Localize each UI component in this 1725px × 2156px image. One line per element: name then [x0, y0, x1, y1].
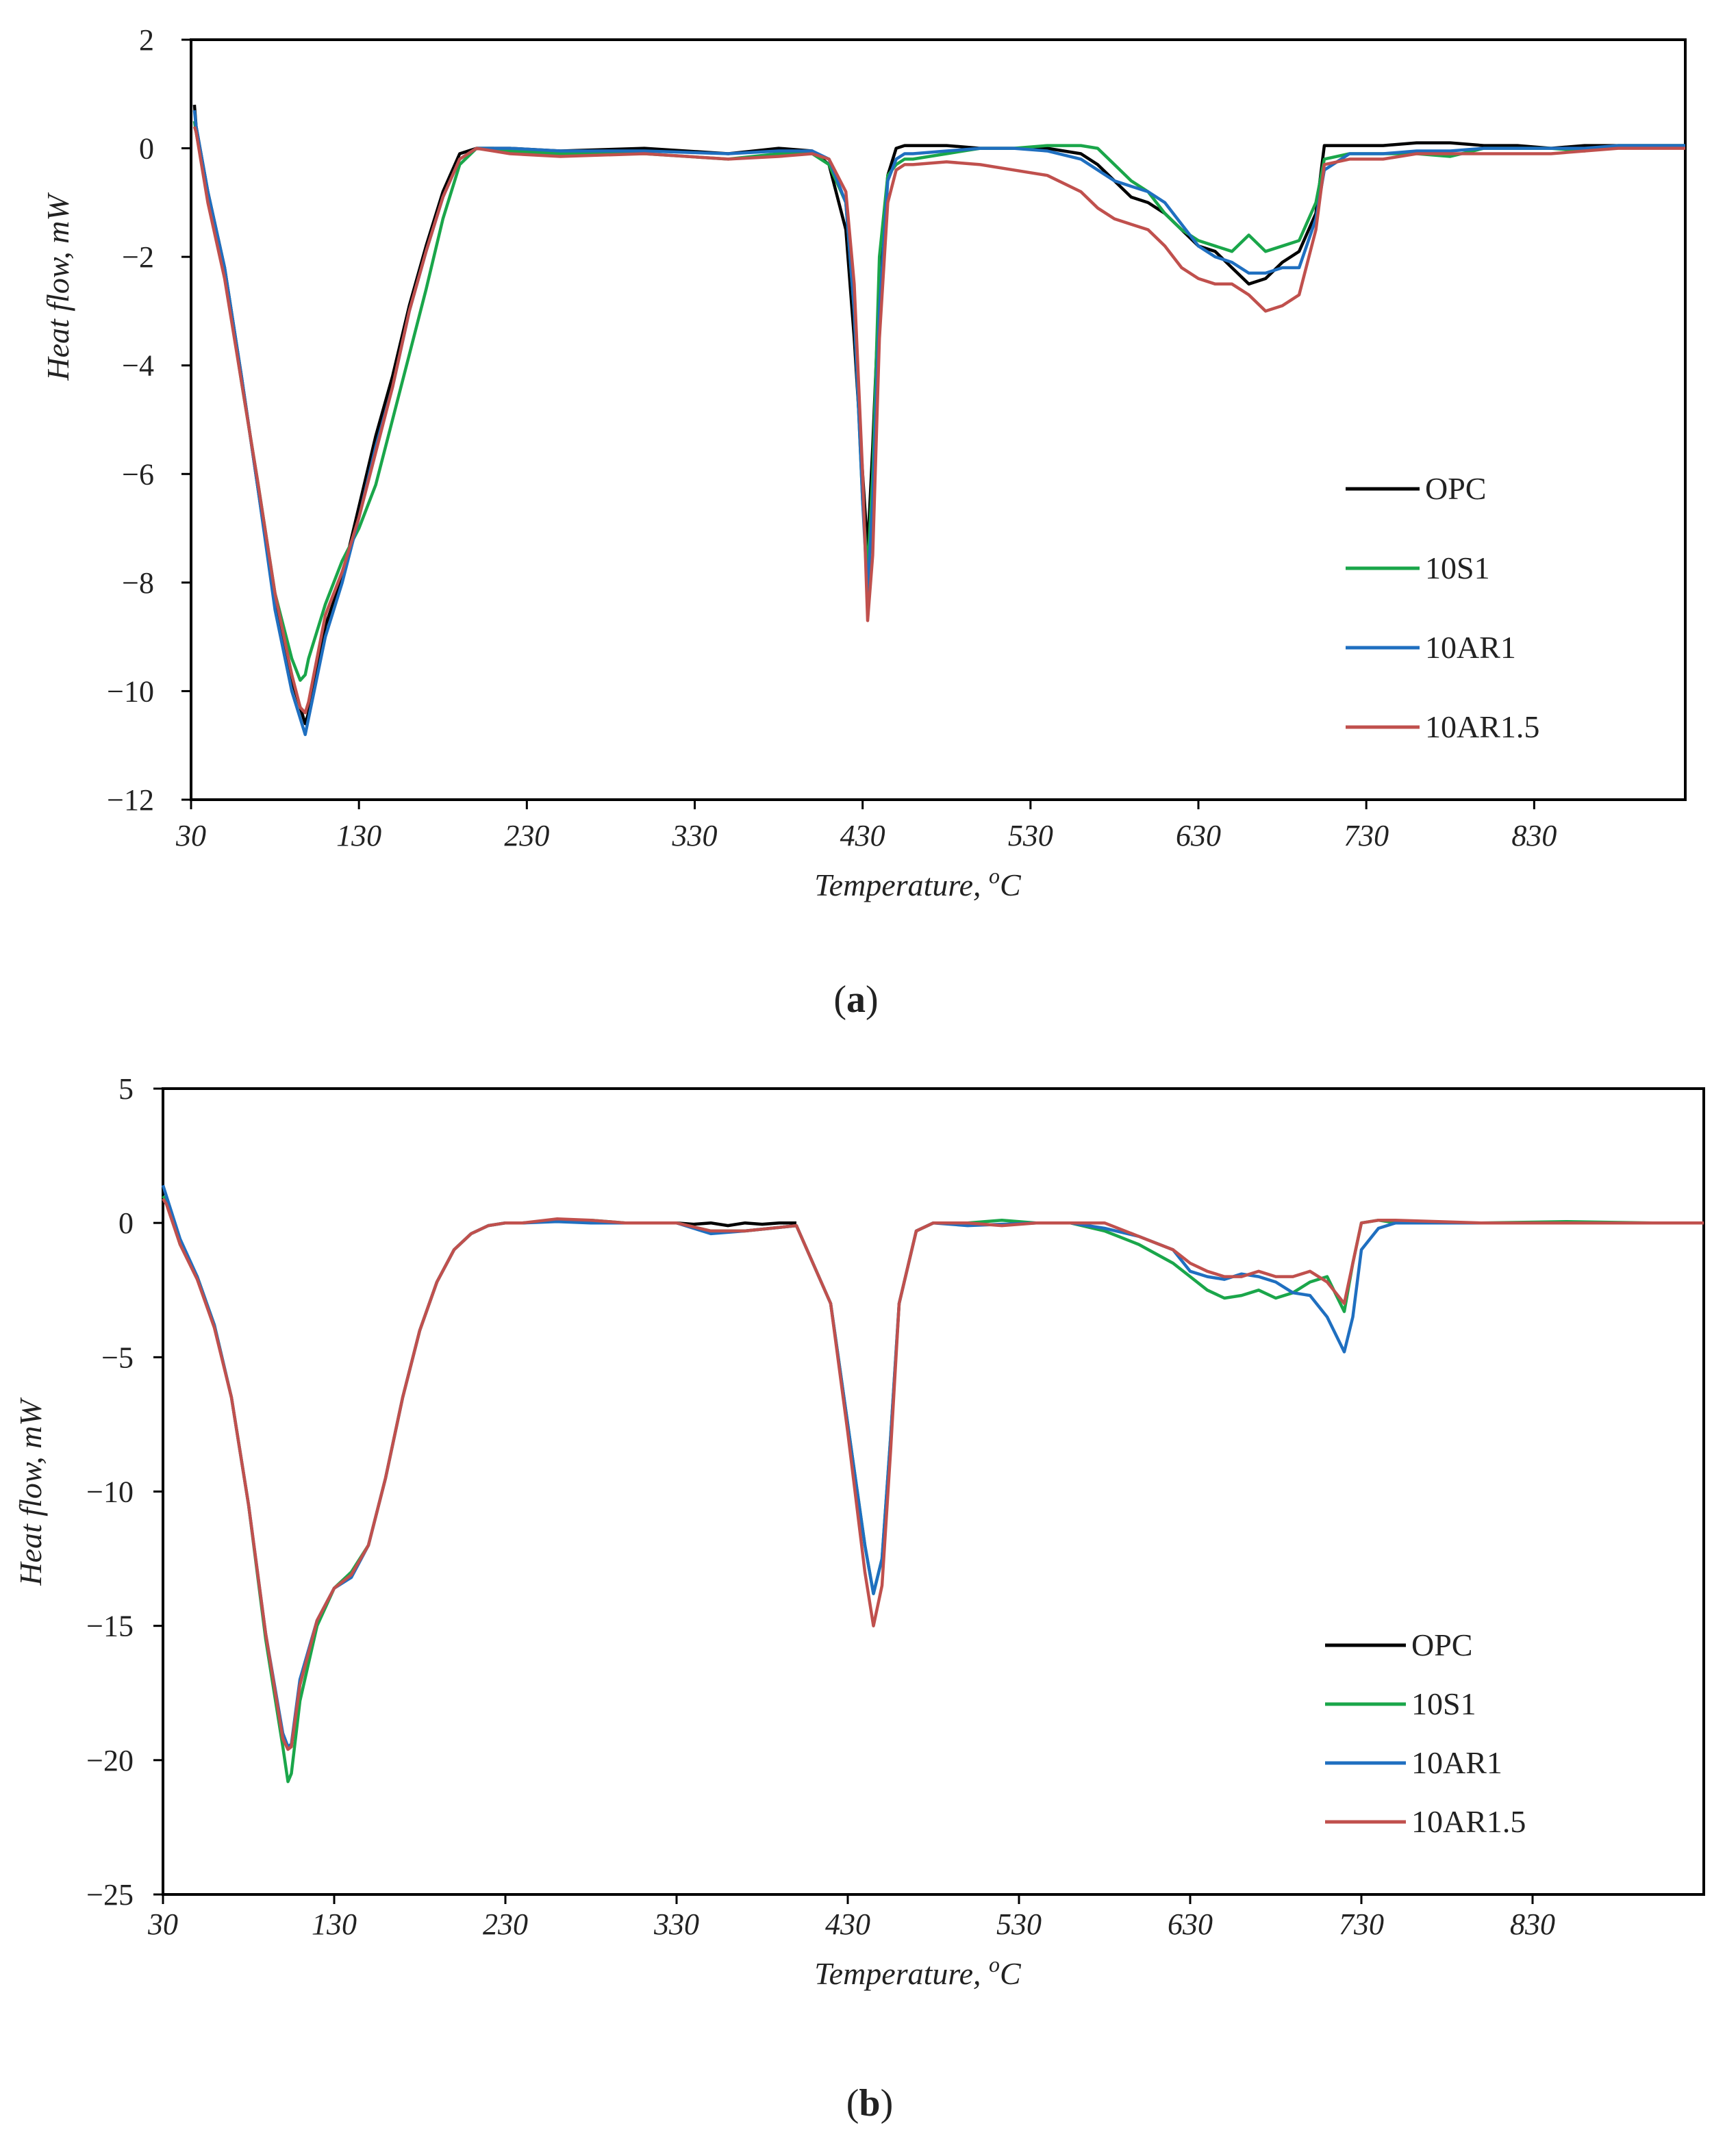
y-tick-label: 0 [139, 132, 154, 166]
legend-a: OPC 10S1 10AR1 10AR1.5 [1346, 471, 1539, 744]
series-line-OPC [676, 1221, 796, 1228]
x-tick-label: 830 [1510, 1907, 1555, 1941]
y-axis-label-b: Heat flow, mW [13, 1397, 48, 1586]
x-tick-label: 330 [672, 819, 718, 852]
x-tick-label: 430 [825, 1907, 870, 1941]
legend-label-OPC: OPC [1425, 471, 1486, 506]
x-tick-label: 230 [483, 1907, 528, 1941]
x-tick-label: 530 [1008, 819, 1053, 852]
plot-frame-a [190, 38, 1687, 801]
x-tick-label: 830 [1511, 819, 1557, 852]
x-axis-label-a: Temperature, oC [814, 863, 1022, 902]
series-line-10AR1 [161, 1184, 1704, 1749]
x-tick-label: 730 [1344, 819, 1389, 852]
x-tick-label: 630 [1176, 819, 1221, 852]
legend-label-10AR1.5: 10AR1.5 [1425, 709, 1539, 744]
legend-label-10AR1: 10AR1 [1411, 1745, 1502, 1780]
y-tick-label: −12 [107, 783, 154, 817]
chart-a-svg: 2 0 −2 −4 −6 −8 −10 −12 30 130 230 330 430 530 630 730… [40, 23, 1687, 1021]
y-tick-label: 2 [139, 23, 154, 57]
y-tick-label: −2 [122, 240, 154, 274]
x-tick-label: 130 [312, 1907, 357, 1941]
x-tick-label: 330 [653, 1907, 699, 1941]
series-line-10AR1.5 [192, 126, 1685, 715]
x-tick-label: 630 [1168, 1907, 1213, 1941]
y-tick-label: −4 [122, 349, 154, 383]
x-tick-label: 30 [147, 1907, 178, 1941]
legend-label-10S1: 10S1 [1411, 1686, 1476, 1721]
legend-label-10S1: 10S1 [1425, 550, 1490, 585]
legend-label-OPC: OPC [1411, 1627, 1472, 1662]
chart-panel-a: 2 0 −2 −4 −6 −8 −10 −12 30 130 230 330 430 530 630 730… [0, 0, 1725, 1068]
series-line-10AR1.5 [162, 1197, 1704, 1751]
y-tick-label: −20 [86, 1744, 134, 1777]
panel-caption-b: (b) [846, 2082, 893, 2125]
y-tick-label: −6 [122, 457, 154, 491]
y-tick-label: −15 [86, 1610, 134, 1643]
x-tick-label: 430 [840, 819, 885, 852]
x-axis-label-b: Temperature, oC [814, 1952, 1022, 1991]
series-line-10S1 [192, 121, 1685, 682]
y-tick-label: 0 [118, 1206, 134, 1240]
y-tick-label: −8 [122, 566, 154, 600]
legend-label-10AR1.5: 10AR1.5 [1411, 1804, 1526, 1839]
x-tick-label: 130 [336, 819, 381, 852]
legend-label-10AR1: 10AR1 [1425, 630, 1516, 665]
legend-b: OPC 10S1 10AR1 10AR1.5 [1325, 1627, 1526, 1839]
x-tick-label: 530 [996, 1907, 1042, 1941]
chart-b-svg: 5 0 −5 −10 −15 −20 −25 30 130 230 330 430 530 630 730… [13, 1072, 1705, 2125]
x-tick-label: 730 [1339, 1907, 1384, 1941]
x-tick-label: 30 [175, 819, 206, 852]
y-tick-label: −5 [101, 1341, 134, 1374]
y-axis-label-a: Heat flow, mW [40, 192, 75, 381]
y-tick-label: −25 [86, 1878, 134, 1912]
x-tick-label: 230 [504, 819, 549, 852]
y-tick-label: −10 [86, 1475, 134, 1509]
y-tick-label: 5 [118, 1072, 134, 1106]
chart-panel-b: 5 0 −5 −10 −15 −20 −25 30 130 230 330 430 530 630 730… [0, 1068, 1725, 2156]
panel-caption-a: (a) [833, 978, 878, 1021]
y-tick-label: −10 [107, 674, 154, 708]
